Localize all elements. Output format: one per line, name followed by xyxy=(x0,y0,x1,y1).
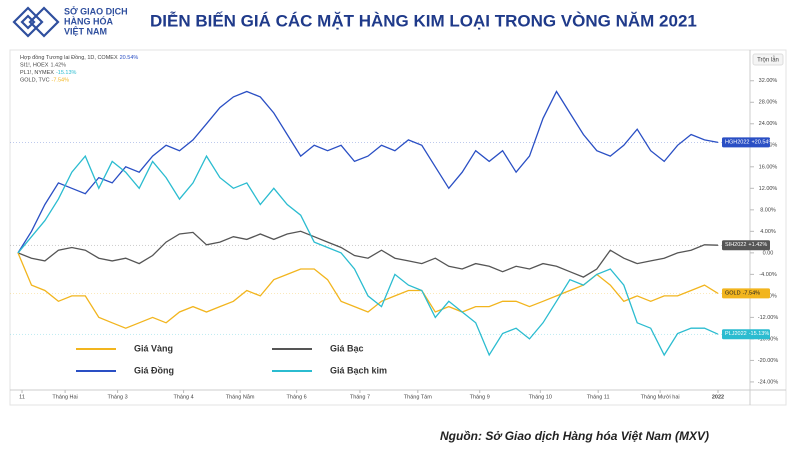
info-line: SI1!, HOEX 1.42% xyxy=(20,63,66,69)
series-line xyxy=(17,252,719,329)
logo-text: HÀNG HÓA xyxy=(64,15,113,26)
mode-button-label[interactable]: Trộn lẫn xyxy=(757,57,779,64)
x-tick-label: Tháng Mười hai xyxy=(641,394,680,400)
logo-text: SỞ GIAO DỊCH xyxy=(64,5,128,16)
end-label-value: -7.54% xyxy=(743,291,761,297)
info-line: PL1!, NYMEX -15.13% xyxy=(20,70,77,76)
y-tick-label: -20.00% xyxy=(758,358,779,364)
y-tick-label: 0.00 xyxy=(763,250,774,256)
x-tick-label: 2022 xyxy=(712,394,724,400)
x-tick-label: 11 xyxy=(19,394,25,400)
x-tick-label: Tháng Năm xyxy=(226,394,255,400)
end-label: HGH2022 +20.54% xyxy=(725,140,773,146)
series-line xyxy=(17,230,719,278)
info-text: Hợp đồng Tương lai Đồng, 1D, COMEX xyxy=(20,55,118,61)
info-value: -7.54% xyxy=(52,78,70,84)
y-tick-label: 8.00% xyxy=(760,207,776,213)
info-value: 1.42% xyxy=(50,63,66,69)
end-label-symbol: HGH2022 xyxy=(725,140,749,146)
info-value: 20.54% xyxy=(120,55,139,61)
y-tick-label: 12.00% xyxy=(759,186,778,192)
y-tick-label: 24.00% xyxy=(759,121,778,127)
mode-button[interactable] xyxy=(752,53,784,66)
info-text: PL1!, NYMEX xyxy=(20,70,54,76)
y-tick-label: -24.00% xyxy=(758,379,779,385)
x-tick-label: Tháng 10 xyxy=(529,394,552,400)
info-line: GOLD, TVC -7.54% xyxy=(20,78,69,84)
end-label-value: +20.54% xyxy=(751,140,773,146)
legend-label: Giá Vàng xyxy=(134,343,173,353)
legend-box xyxy=(65,336,435,380)
legend-label: Giá Đồng xyxy=(134,365,174,375)
x-tick-label: Tháng 6 xyxy=(287,394,307,400)
x-tick-label: Tháng 11 xyxy=(587,394,610,400)
legend-label: Giá Bạch kim xyxy=(330,365,387,375)
x-tick-label: Tháng Tám xyxy=(404,394,432,400)
x-tick-label: Tháng 3 xyxy=(108,394,128,400)
y-tick-label: 32.00% xyxy=(759,78,778,84)
end-label-box xyxy=(722,240,770,251)
y-tick-label: -12.00% xyxy=(758,315,779,321)
logo-text: VIỆT NAM xyxy=(64,25,107,36)
series-line xyxy=(17,90,719,254)
end-label-value: -15.13% xyxy=(749,332,770,338)
y-tick-label: 28.00% xyxy=(759,100,778,106)
end-label-symbol: GOLD xyxy=(725,291,741,297)
legend-label: Giá Bạc xyxy=(330,343,364,353)
x-tick-label: Tháng Hai xyxy=(52,394,77,400)
x-tick-label: Tháng 4 xyxy=(173,394,193,400)
info-line: Hợp đồng Tương lai Đồng, 1D, COMEX 20.54% xyxy=(20,55,138,61)
info-text: GOLD, TVC xyxy=(20,78,50,84)
end-label-box xyxy=(722,137,770,148)
end-label-symbol: SIH2022 xyxy=(725,243,746,249)
end-label-box xyxy=(722,288,770,299)
y-tick-label: -16.00% xyxy=(758,336,779,342)
x-tick-label: Tháng 7 xyxy=(350,394,370,400)
end-label-box xyxy=(722,329,770,340)
source: Nguồn: Sở Giao dịch Hàng hóa Việt Nam (M… xyxy=(440,429,709,443)
end-label: PLJ2022 -15.13% xyxy=(725,332,769,338)
end-label: GOLD -7.54% xyxy=(725,291,760,297)
y-tick-label: 16.00% xyxy=(759,164,778,170)
y-tick-label: -4.00% xyxy=(759,272,777,278)
end-label-value: +1.42% xyxy=(748,243,767,249)
logo xyxy=(12,6,60,38)
end-label: SIH2022 +1.42% xyxy=(725,243,767,249)
title: DIỄN BIẾN GIÁ CÁC MẶT HÀNG KIM LOẠI TRON… xyxy=(150,11,697,30)
end-label-symbol: PLJ2022 xyxy=(725,332,747,338)
y-tick-label: 4.00% xyxy=(760,229,776,235)
series-line xyxy=(17,154,719,357)
x-tick-label: Tháng 9 xyxy=(470,394,490,400)
info-text: SI1!, HOEX xyxy=(20,63,49,69)
info-value: -15.13% xyxy=(56,70,77,76)
